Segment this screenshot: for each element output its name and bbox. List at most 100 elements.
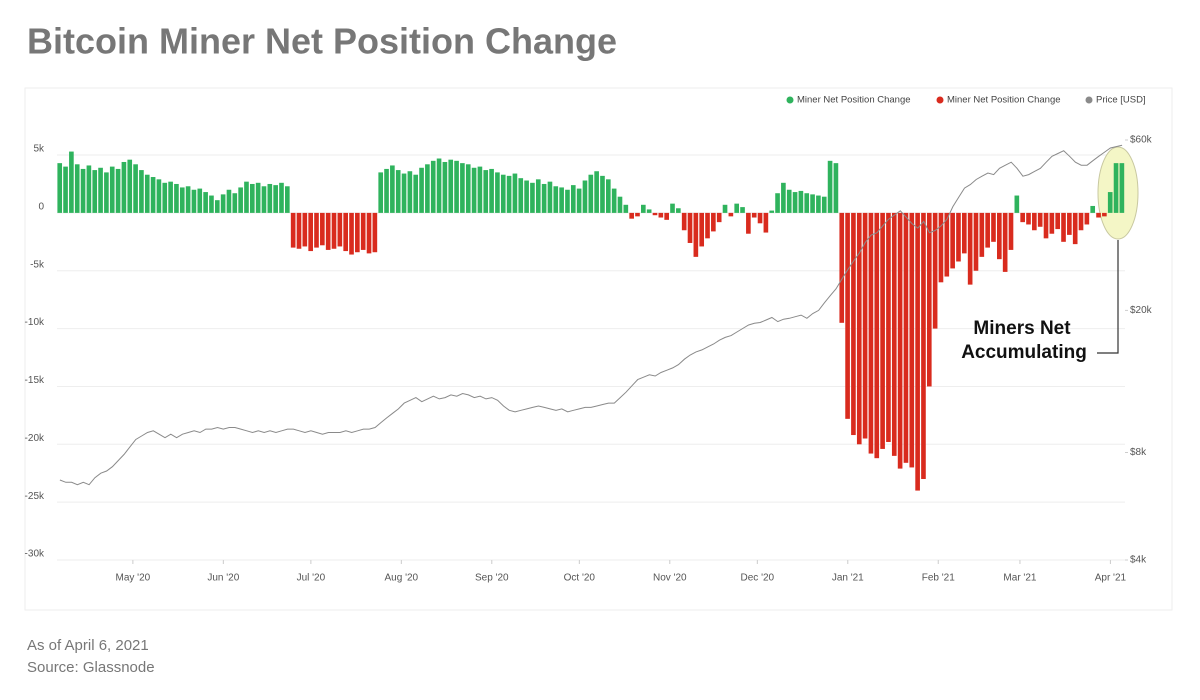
bar xyxy=(541,183,547,213)
y2-tick-label: $4k xyxy=(1130,555,1147,566)
bar xyxy=(214,200,220,213)
bar xyxy=(349,212,354,255)
bar xyxy=(285,186,290,213)
bar xyxy=(629,212,634,219)
bar xyxy=(617,196,623,213)
bar xyxy=(104,172,109,213)
bar xyxy=(559,187,564,213)
bar xyxy=(565,189,570,213)
bar xyxy=(868,212,874,454)
y-tick-label: -25k xyxy=(25,491,45,502)
bar xyxy=(92,170,98,213)
bar xyxy=(576,188,582,213)
x-tick-label: Nov '20 xyxy=(653,573,687,584)
bar xyxy=(950,212,955,269)
bar xyxy=(967,212,973,285)
bar xyxy=(781,182,786,213)
bar xyxy=(290,212,296,248)
bar xyxy=(518,178,524,213)
bar xyxy=(63,166,68,213)
bar xyxy=(325,212,331,250)
bar xyxy=(891,212,897,456)
bar xyxy=(775,193,780,213)
bar xyxy=(273,185,278,213)
bar xyxy=(115,168,121,213)
bar xyxy=(506,175,512,213)
x-tick-label: May '20 xyxy=(116,573,151,584)
bar xyxy=(880,212,885,449)
bar xyxy=(728,212,734,217)
bar xyxy=(1032,212,1037,231)
bar xyxy=(757,212,763,224)
bar xyxy=(769,210,775,213)
bar xyxy=(1037,212,1043,227)
y-tick-label: 5k xyxy=(33,144,45,155)
bar xyxy=(121,161,127,213)
bar xyxy=(425,164,430,213)
bar xyxy=(261,186,267,213)
bar xyxy=(1014,195,1020,213)
annotation: Accumulating xyxy=(961,342,1087,363)
bar xyxy=(168,181,173,213)
bar xyxy=(763,212,769,233)
bar xyxy=(477,166,483,213)
bar xyxy=(845,212,850,419)
bar xyxy=(69,151,74,213)
bar xyxy=(646,209,652,213)
bar xyxy=(442,161,448,213)
bar xyxy=(489,168,494,213)
bar xyxy=(1055,212,1061,230)
bar xyxy=(314,212,319,248)
bar xyxy=(1113,163,1119,213)
bar xyxy=(343,212,349,252)
bar xyxy=(1049,212,1055,234)
bar xyxy=(886,212,891,442)
legend-label: Miner Net Position Change xyxy=(797,95,911,106)
x-tick-label: Oct '20 xyxy=(564,573,596,584)
bar xyxy=(658,212,664,218)
bar xyxy=(1002,212,1008,272)
bar xyxy=(699,212,705,247)
bar xyxy=(127,159,133,213)
x-tick-label: Aug '20 xyxy=(385,573,419,584)
bar xyxy=(553,186,559,213)
bar xyxy=(734,203,740,213)
bar xyxy=(366,212,372,254)
bar xyxy=(670,203,675,213)
bar xyxy=(792,192,798,213)
bar xyxy=(448,159,454,213)
bar xyxy=(932,212,938,329)
bar xyxy=(255,182,261,213)
bar xyxy=(1102,212,1107,217)
bar xyxy=(821,196,827,213)
bar xyxy=(652,212,658,216)
bar xyxy=(460,163,465,213)
bar xyxy=(1072,212,1078,245)
bar xyxy=(921,212,926,480)
bar xyxy=(331,212,337,249)
x-tick-label: Dec '20 xyxy=(741,573,775,584)
y2-tick-label: $60k xyxy=(1130,135,1153,146)
y-tick-label: -5k xyxy=(30,259,45,270)
bar xyxy=(746,212,751,234)
bar xyxy=(156,179,162,213)
bar xyxy=(226,189,232,213)
bar xyxy=(985,212,990,248)
bar xyxy=(191,189,197,213)
bar xyxy=(909,212,915,468)
bar xyxy=(174,183,179,213)
legend-swatch xyxy=(786,96,794,104)
bar xyxy=(162,182,168,213)
bar xyxy=(1096,212,1101,218)
bar xyxy=(693,212,699,257)
bar xyxy=(407,171,413,213)
x-tick-label: Feb '21 xyxy=(922,573,955,584)
bar xyxy=(600,175,605,213)
legend-swatch xyxy=(936,96,944,104)
bar xyxy=(86,165,92,213)
bar xyxy=(495,172,500,213)
bar xyxy=(395,170,401,213)
bar xyxy=(588,174,594,213)
footnote: Source: Glassnode xyxy=(27,659,155,676)
bar xyxy=(547,181,553,213)
